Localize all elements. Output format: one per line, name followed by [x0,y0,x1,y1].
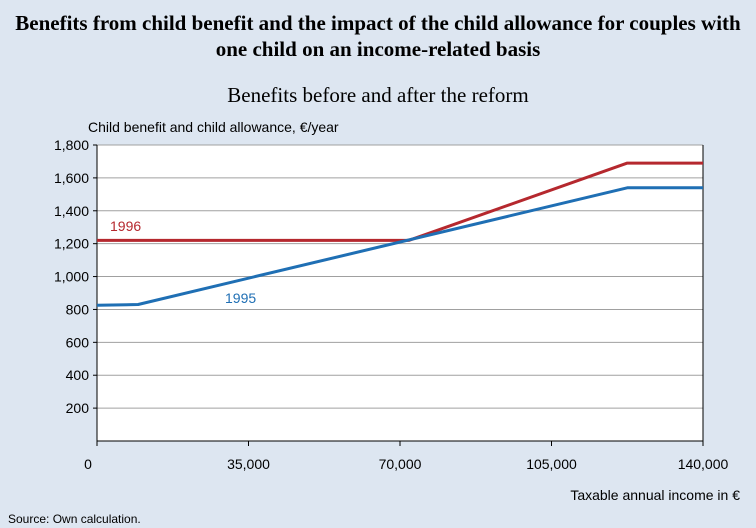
y-tick-label: 1,800 [54,137,89,153]
series-label-1995: 1995 [225,290,256,306]
y-tick-label: 1,200 [54,236,89,252]
series-label-1996: 1996 [110,218,141,234]
y-axis-label: Child benefit and child allowance, €/yea… [88,119,339,135]
series-line-1995 [96,186,703,307]
series-group: 1996 1995 [96,161,703,307]
y-tick-label: 200 [66,400,90,416]
series-line-1996 [97,161,703,242]
x-axis-label: Taxable annual income in € [570,487,740,503]
y-tick-label: 1,600 [54,170,89,186]
grid-lines [97,144,703,409]
x-tick-label: 70,000 [379,456,422,472]
x-tick-label: 35,000 [227,456,270,472]
y-tick-label: 1,400 [54,203,89,219]
x-tick-label: 0 [84,456,92,472]
y-tick-label: 400 [66,367,90,383]
x-tick-label: 140,000 [678,456,729,472]
y-tick-label: 1,000 [54,269,89,285]
x-tick-label: 105,000 [526,456,577,472]
chart-title: Benefits from child benefit and the impa… [15,11,741,61]
y-tick-label: 800 [66,301,90,317]
source-note: Source: Own calculation. [8,512,141,526]
y-tick-label: 600 [66,334,90,350]
axes: 200 400 600 800 1,000 1,200 1,400 1,600 1,800 0 35… [54,137,729,472]
chart-subtitle: Benefits before and after the reform [227,83,529,107]
